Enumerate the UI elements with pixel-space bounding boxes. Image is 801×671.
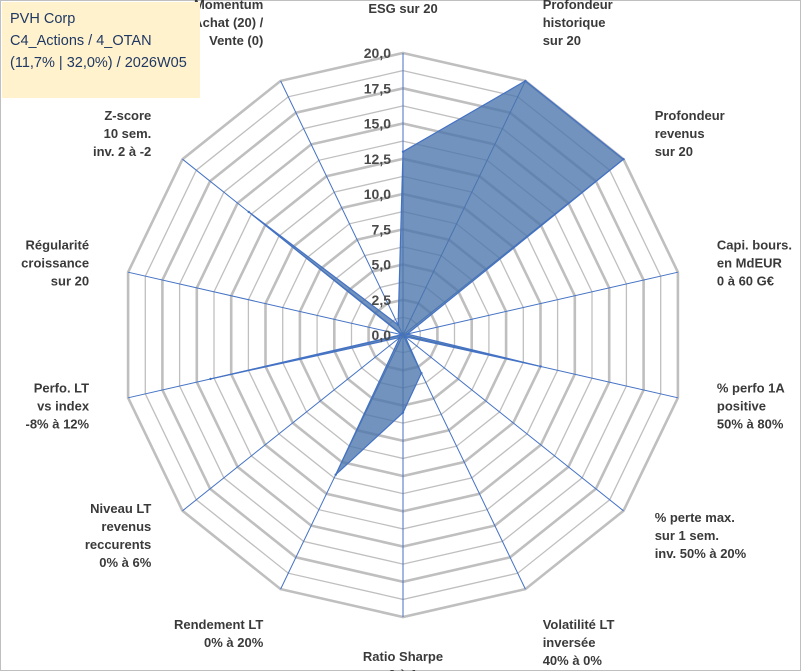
- radar-spoke: [182, 334, 404, 512]
- axis-label-line: Vente (0): [209, 33, 263, 48]
- axis-label-line: Régularité: [26, 237, 90, 252]
- axis-label-line: vs index: [37, 399, 90, 414]
- radar-spoke: [280, 80, 404, 336]
- axis-label-line: Perfo. LT: [34, 381, 89, 396]
- axis-label-line: % perte max.: [655, 510, 735, 525]
- axis-label-line: % perfo 1A: [717, 381, 786, 396]
- data-point: [398, 336, 401, 339]
- axis-label: Capi. bours. en MdEUR 0 à 60 G€: [717, 237, 792, 288]
- radar-series: [209, 79, 625, 476]
- axis-label-line: -8% à 12%: [26, 417, 90, 432]
- data-point: [334, 473, 337, 476]
- data-point: [524, 79, 527, 83]
- axis-label: Niveau LT revenus reccurents 0% à 6%: [85, 501, 152, 570]
- tick-label: 17,5: [364, 80, 391, 96]
- axis-label-line: sur 20: [543, 33, 581, 48]
- company-name: PVH Corp: [10, 11, 76, 27]
- tick-label: 20,0: [364, 45, 391, 61]
- axis-label: Z-score 10 sem. inv. 2 à -2: [93, 108, 151, 159]
- data-point: [247, 210, 250, 214]
- axis-label: Profondeur revenus sur 20: [655, 108, 725, 159]
- tick-label: 2,5: [372, 292, 392, 308]
- axis-label-line: 40% à 0%: [543, 653, 603, 668]
- axis-label-line: Z-score: [104, 108, 151, 123]
- data-point: [396, 323, 400, 326]
- axis-label-line: sur 20: [655, 144, 693, 159]
- axis-label-line: ESG sur 20: [368, 1, 437, 16]
- axis-label-line: 0% à 6%: [99, 555, 151, 570]
- data-point: [209, 377, 212, 381]
- axis-label-line: Capi. bours.: [717, 237, 792, 252]
- series-area: [210, 80, 625, 476]
- radar-axis-labels: NoteESG sur 20 Profondeur historique sur 20…: [21, 0, 792, 671]
- axis-label: Momentum Achat (20) / Vente (0): [193, 0, 263, 48]
- radar-spoke: [402, 334, 624, 512]
- axis-label-line: 10 sem.: [104, 126, 152, 141]
- axis-label-line: revenus: [655, 126, 705, 141]
- data-point: [401, 150, 405, 153]
- axis-label-line: 50% à 80%: [717, 417, 784, 432]
- axis-label-line: Achat (20) /: [193, 15, 263, 30]
- axis-label-line: revenus: [101, 519, 151, 534]
- axis-label-line: 0 à 1: [389, 667, 418, 671]
- data-point: [622, 158, 625, 161]
- axis-label-line: inversée: [543, 635, 596, 650]
- axis-label-line: Niveau LT: [90, 501, 151, 516]
- radar-tick-labels: 0,0 2,5 5,0 7,5 10,0 12,5 15,0 17,5 20,0: [364, 45, 391, 343]
- axis-label-line: inv. 50% à 20%: [655, 546, 747, 561]
- axis-label: % perte max. sur 1 sem. inv. 50% à 20%: [655, 510, 747, 561]
- tick-label: 10,0: [364, 186, 391, 202]
- tick-label: 0,0: [372, 327, 392, 343]
- axis-label-line: Volatilité LT: [543, 617, 615, 632]
- axis-label-line: en MdEUR: [717, 255, 783, 270]
- axis-label-line: Profondeur: [543, 0, 613, 12]
- axis-label: Perfo. LT vs index -8% à 12%: [26, 381, 90, 432]
- radar-spoke: [127, 271, 404, 336]
- axis-label-line: historique: [543, 15, 606, 30]
- axis-label-line: 0% à 20%: [204, 635, 264, 650]
- axis-label-line: Rendement LT: [174, 617, 263, 632]
- data-point: [539, 365, 542, 368]
- axis-label: Régularité croissance sur 20: [21, 237, 89, 288]
- tick-label: 15,0: [364, 116, 391, 132]
- axis-label-line: Ratio Sharpe: [363, 649, 443, 664]
- axis-label: Rendement LT 0% à 20%: [174, 617, 264, 650]
- tick-label: 7,5: [372, 221, 392, 237]
- axis-label-line: sur 20: [51, 273, 89, 288]
- data-point: [405, 332, 409, 336]
- axis-label-line: croissance: [21, 255, 89, 270]
- data-point: [404, 335, 407, 338]
- axis-label-line: reccurents: [85, 537, 151, 552]
- summary-label: (11,7% | 32,0%) / 2026W05: [10, 55, 187, 71]
- axis-label: % perfo 1A positive 50% à 80%: [717, 381, 786, 432]
- data-point: [401, 411, 405, 414]
- tick-label: 5,0: [372, 257, 392, 273]
- radar-spoke: [402, 271, 679, 336]
- axis-label: Ratio Sharpe 0 à 1: [363, 649, 443, 671]
- axis-label-line: Momentum: [194, 0, 263, 12]
- axis-label-line: inv. 2 à -2: [93, 144, 151, 159]
- axis-label-line: positive: [717, 399, 766, 414]
- axis-label-line: sur 1 sem.: [655, 528, 719, 543]
- radar-spoke: [402, 334, 526, 590]
- axis-label: NoteESG sur 20: [368, 0, 437, 16]
- axis-label-line: 0 à 60 G€: [717, 273, 774, 288]
- axis-label: Profondeur historique sur 20: [543, 0, 613, 48]
- chart-title-box: PVH Corp C4_Actions / 4_OTAN (11,7% | 32…: [2, 2, 200, 98]
- data-point: [420, 371, 423, 375]
- classification-label: C4_Actions / 4_OTAN: [10, 33, 152, 49]
- axis-label-line: Profondeur: [655, 108, 725, 123]
- data-point: [400, 333, 403, 336]
- axis-label: Volatilité LT inversée 40% à 0%: [543, 617, 615, 668]
- tick-label: 12,5: [364, 151, 391, 167]
